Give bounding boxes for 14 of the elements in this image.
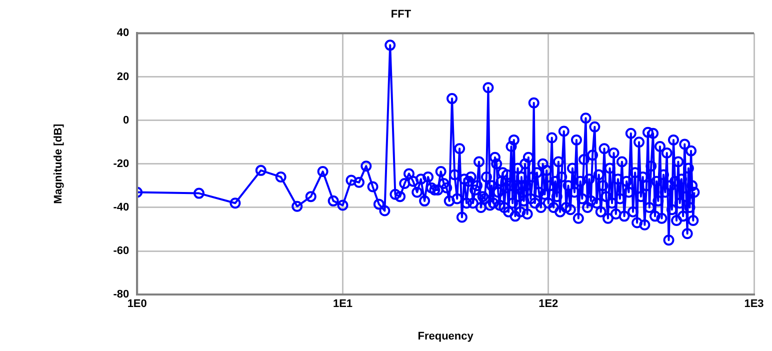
- x-axis-title: Frequency: [418, 330, 474, 342]
- x-tick-label: 1E0: [127, 298, 147, 310]
- x-tick-label: 1E3: [744, 298, 764, 310]
- chart-title: FFT: [390, 8, 412, 21]
- x-tick-label: 1E2: [538, 298, 558, 310]
- y-tick-label: 20: [116, 70, 130, 83]
- y-tick-label: -20: [113, 158, 130, 170]
- y-tick-label: -80: [113, 288, 130, 301]
- y-tick-label: 0: [122, 114, 130, 126]
- y-axis-title: Magnitude [dB]: [52, 124, 65, 204]
- x-tick-label: 1E1: [332, 298, 353, 310]
- y-tick-label: -60: [113, 245, 130, 258]
- y-tick-label: 40: [116, 27, 130, 40]
- y-tick-label: -40: [113, 202, 130, 214]
